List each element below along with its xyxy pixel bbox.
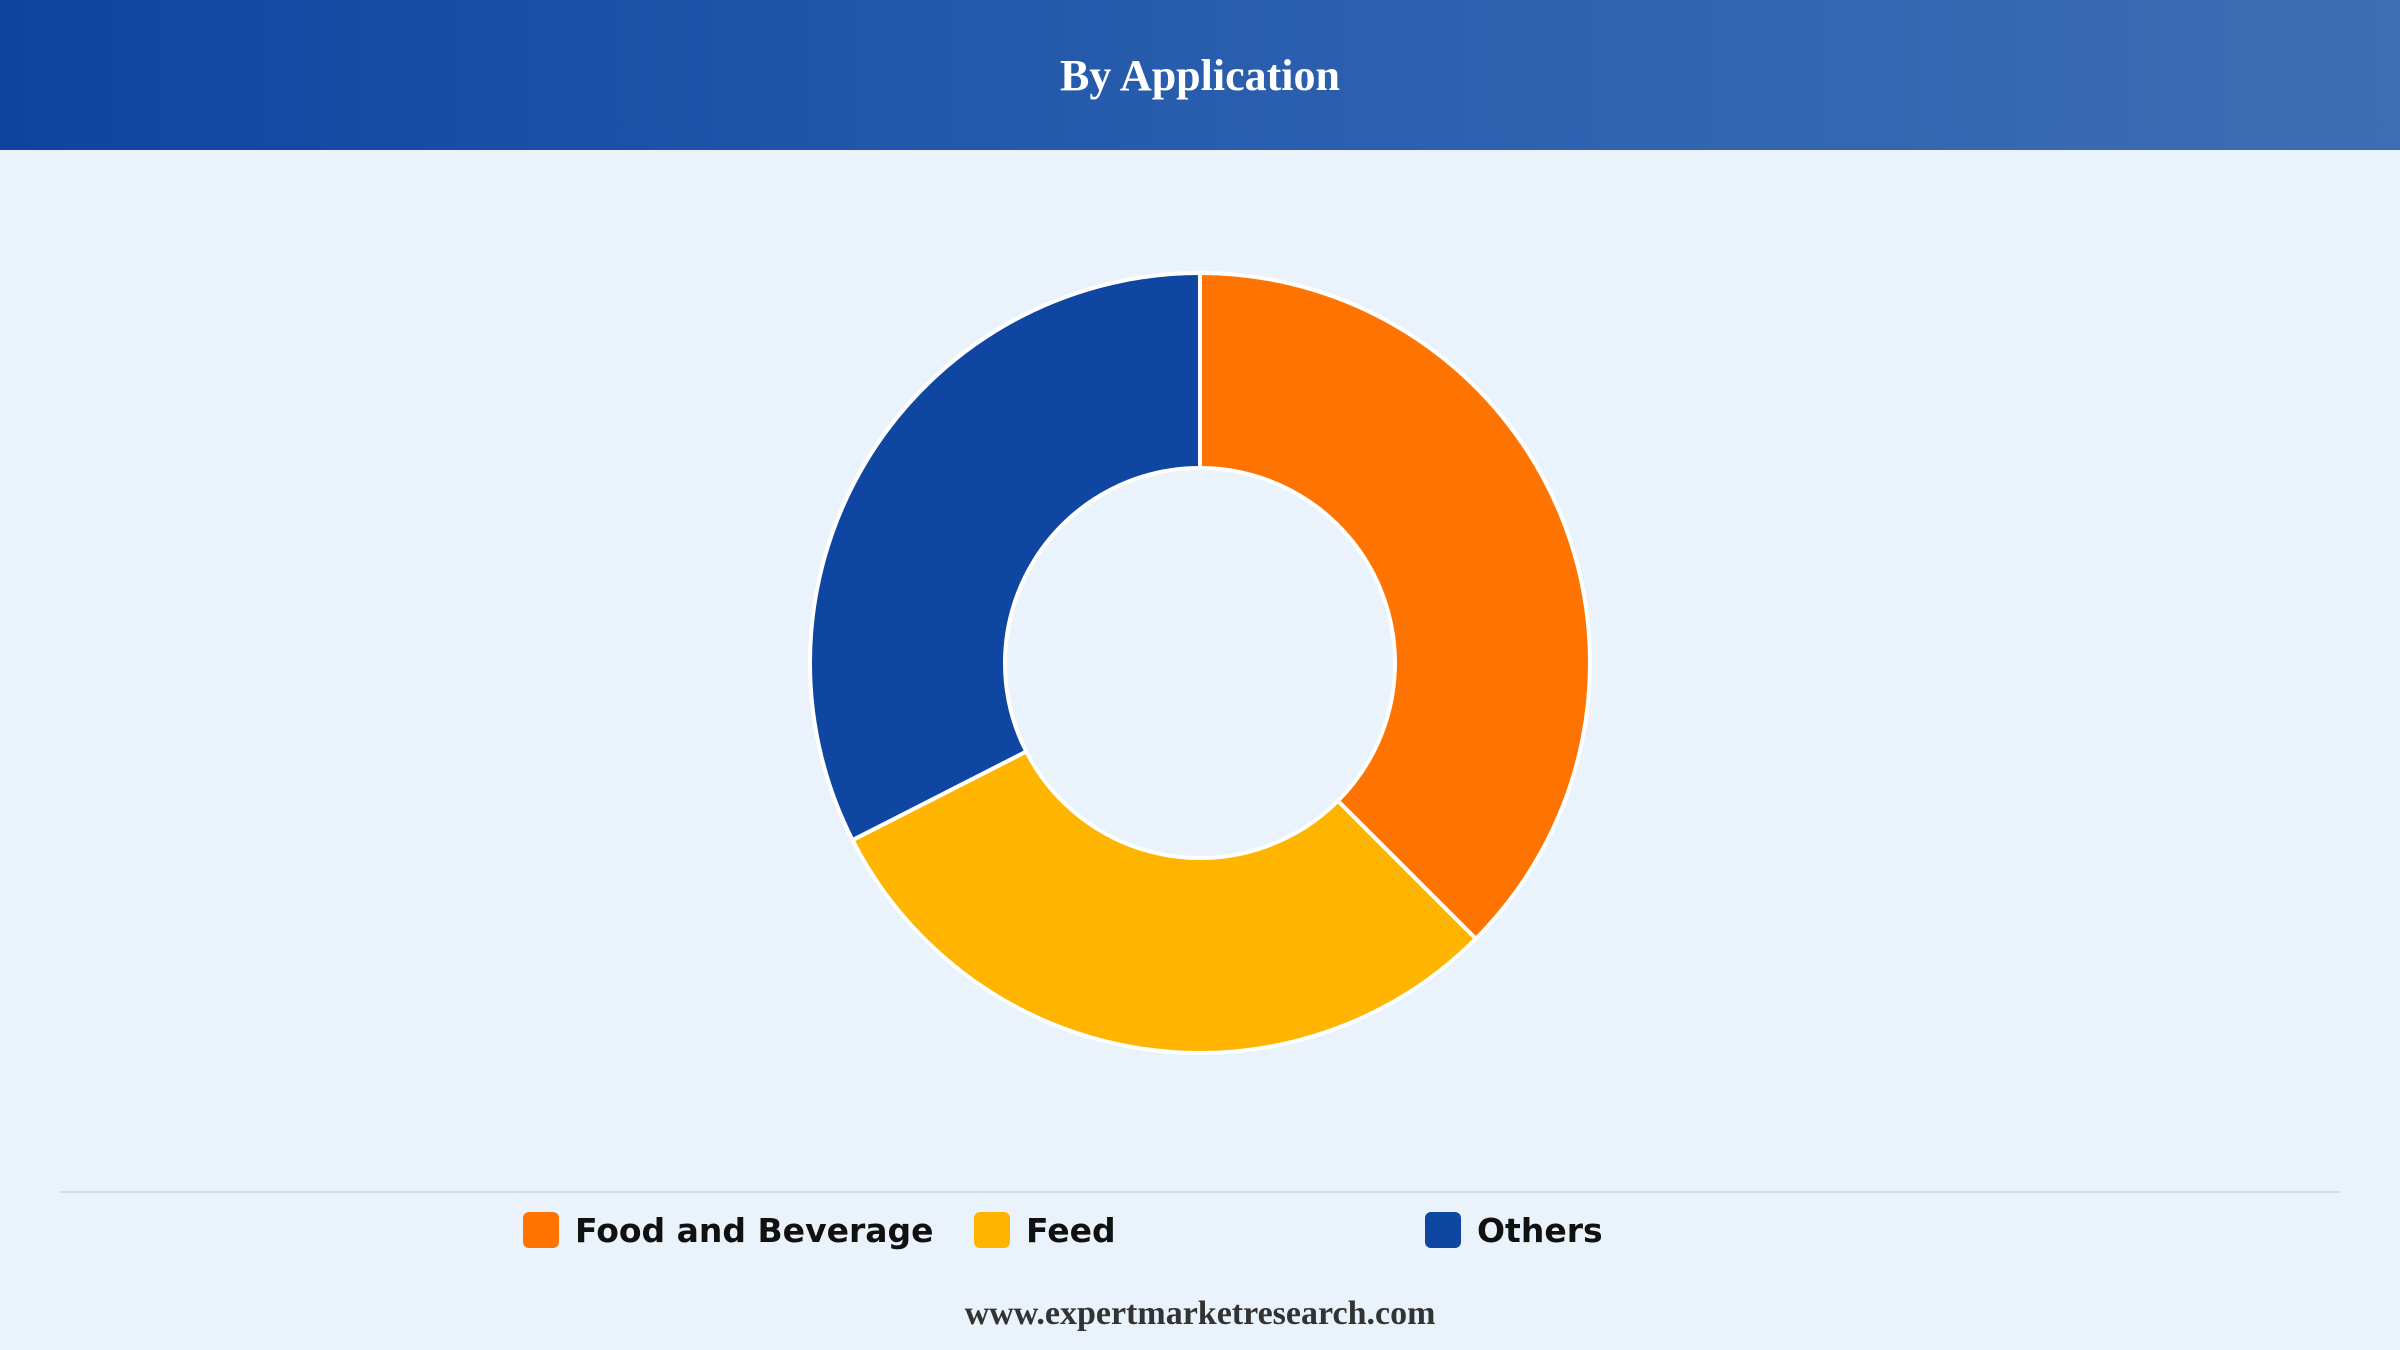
legend-swatch-feed: [974, 1212, 1010, 1248]
header-banner: By Application: [0, 0, 2400, 150]
donut-slice-food-and-beverage: [1198, 271, 1592, 941]
legend-item-food-and-beverage: Food and Beverage: [523, 1208, 934, 1252]
donut-slice-feed: [850, 749, 1478, 1055]
legend-label-food-and-beverage: Food and Beverage: [575, 1210, 934, 1250]
legend-divider: [60, 1191, 2340, 1193]
legend-label-feed: Feed: [1026, 1210, 1116, 1250]
donut-slice-others: [808, 271, 1202, 843]
legend-swatch-food-and-beverage: [523, 1212, 559, 1248]
legend-label-others: Others: [1477, 1210, 1603, 1250]
legend-item-feed: Feed: [974, 1208, 1116, 1252]
legend-swatch-others: [1425, 1212, 1461, 1248]
footer-website: www.expertmarketresearch.com: [964, 1295, 1436, 1332]
chart-title: By Application: [1060, 50, 1340, 100]
legend-item-others: Others: [1425, 1208, 1603, 1252]
